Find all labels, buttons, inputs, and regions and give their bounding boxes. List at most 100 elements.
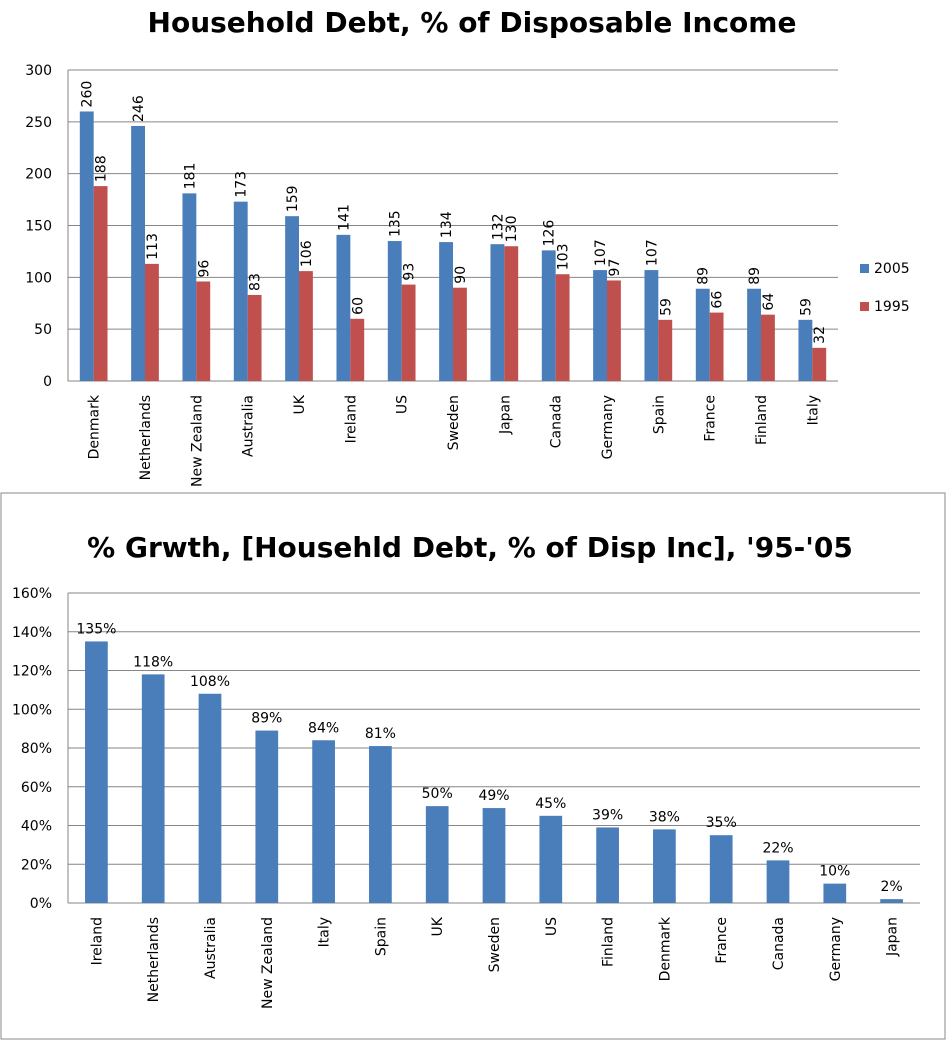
data-label: 113 — [145, 233, 161, 260]
data-label: 106 — [299, 240, 315, 267]
bar — [761, 314, 775, 381]
data-label: 10% — [819, 864, 850, 880]
data-label: 59 — [798, 298, 814, 316]
bar — [141, 674, 165, 903]
data-label: 45% — [535, 796, 566, 812]
x-tick-label: Italy — [805, 395, 821, 425]
y-tick-label: 160% — [12, 586, 52, 602]
data-label: 49% — [478, 788, 509, 804]
bar — [312, 740, 335, 903]
y-tick-label: 60% — [21, 780, 52, 796]
data-label: 181 — [182, 163, 198, 190]
x-tick-label: Spain — [651, 395, 667, 434]
data-label: 135 — [388, 210, 404, 237]
bar — [596, 827, 619, 903]
x-tick-label: US — [544, 917, 560, 936]
bar — [145, 263, 159, 381]
bar — [766, 860, 790, 903]
x-tick-label: Finland — [754, 395, 770, 445]
bar — [490, 244, 505, 381]
data-label: 89 — [696, 267, 712, 285]
data-label: 22% — [762, 840, 793, 856]
bar — [182, 193, 197, 381]
bar — [812, 347, 827, 381]
bar — [439, 242, 453, 381]
data-label: 134 — [439, 211, 455, 238]
bar — [653, 829, 676, 903]
data-label: 141 — [336, 204, 352, 231]
x-tick-label: Germany — [600, 395, 616, 459]
x-tick-label: Japan — [885, 917, 901, 957]
y-tick-label: 120% — [12, 664, 52, 680]
legend-swatch — [860, 264, 869, 273]
chart-title: Household Debt, % of Disposable Income — [148, 6, 797, 39]
chart-title: % Grwth, [Househld Debt, % of Disp Inc],… — [87, 531, 853, 564]
bar — [709, 312, 724, 381]
bar — [425, 806, 449, 903]
bar — [247, 294, 262, 381]
bar — [255, 730, 279, 903]
data-label: 83 — [248, 273, 264, 291]
bar — [131, 125, 145, 381]
bar — [299, 271, 313, 381]
x-tick-label: Canada — [549, 395, 565, 448]
legend-swatch — [860, 302, 869, 311]
bar — [798, 319, 813, 381]
legend-label: 1995 — [874, 299, 910, 315]
bar — [85, 641, 108, 903]
x-tick-label: Denmark — [87, 394, 103, 459]
bar — [79, 111, 94, 381]
y-tick-label: 300 — [25, 63, 52, 79]
data-label: 60 — [350, 297, 366, 315]
x-tick-label: Netherlands — [146, 917, 162, 1002]
data-label: 96 — [196, 260, 212, 278]
x-tick-label: Netherlands — [138, 395, 154, 480]
x-tick-label: Finland — [601, 917, 617, 967]
y-tick-label: 100 — [25, 270, 52, 286]
data-label: 64 — [761, 293, 777, 311]
bar — [644, 270, 659, 381]
data-label: 38% — [649, 809, 680, 825]
y-tick-label: 50 — [34, 322, 52, 338]
data-label: 108% — [190, 674, 230, 690]
bar — [233, 201, 248, 381]
x-tick-label: UK — [292, 394, 308, 414]
x-tick-label: New Zealand — [260, 917, 276, 1009]
x-tick-label: France — [703, 395, 719, 442]
y-tick-label: 80% — [21, 741, 52, 757]
x-tick-label: Italy — [317, 917, 333, 947]
y-tick-label: 100% — [12, 702, 52, 718]
data-label: 59 — [658, 298, 674, 316]
bar — [387, 241, 402, 381]
y-tick-label: 0% — [30, 896, 52, 912]
y-tick-label: 200 — [25, 167, 52, 183]
y-tick-label: 150 — [25, 219, 52, 235]
bar — [453, 287, 467, 381]
data-label: 35% — [706, 815, 737, 831]
data-label: 107 — [593, 239, 609, 266]
data-label: 173 — [234, 171, 250, 198]
bar — [695, 288, 710, 381]
bar — [593, 270, 607, 381]
x-tick-label: Denmark — [657, 916, 673, 981]
bar — [369, 746, 392, 903]
x-tick-label: Australia — [203, 917, 219, 979]
x-tick-label: Sweden — [446, 395, 462, 450]
x-tick-label: Australia — [241, 395, 257, 457]
data-label: 2% — [880, 879, 902, 895]
data-label: 159 — [285, 185, 301, 212]
data-label: 135% — [76, 621, 116, 637]
bar — [607, 280, 621, 381]
x-tick-label: Sweden — [487, 917, 503, 972]
x-tick-label: Ireland — [343, 395, 359, 443]
bar — [555, 274, 570, 381]
data-label: 188 — [94, 155, 110, 182]
bar — [541, 250, 556, 381]
data-label: 260 — [80, 81, 96, 108]
data-label: 130 — [504, 215, 520, 242]
bar — [747, 288, 761, 381]
legend-label: 2005 — [874, 261, 910, 277]
y-tick-label: 140% — [12, 625, 52, 641]
bar — [93, 186, 108, 381]
